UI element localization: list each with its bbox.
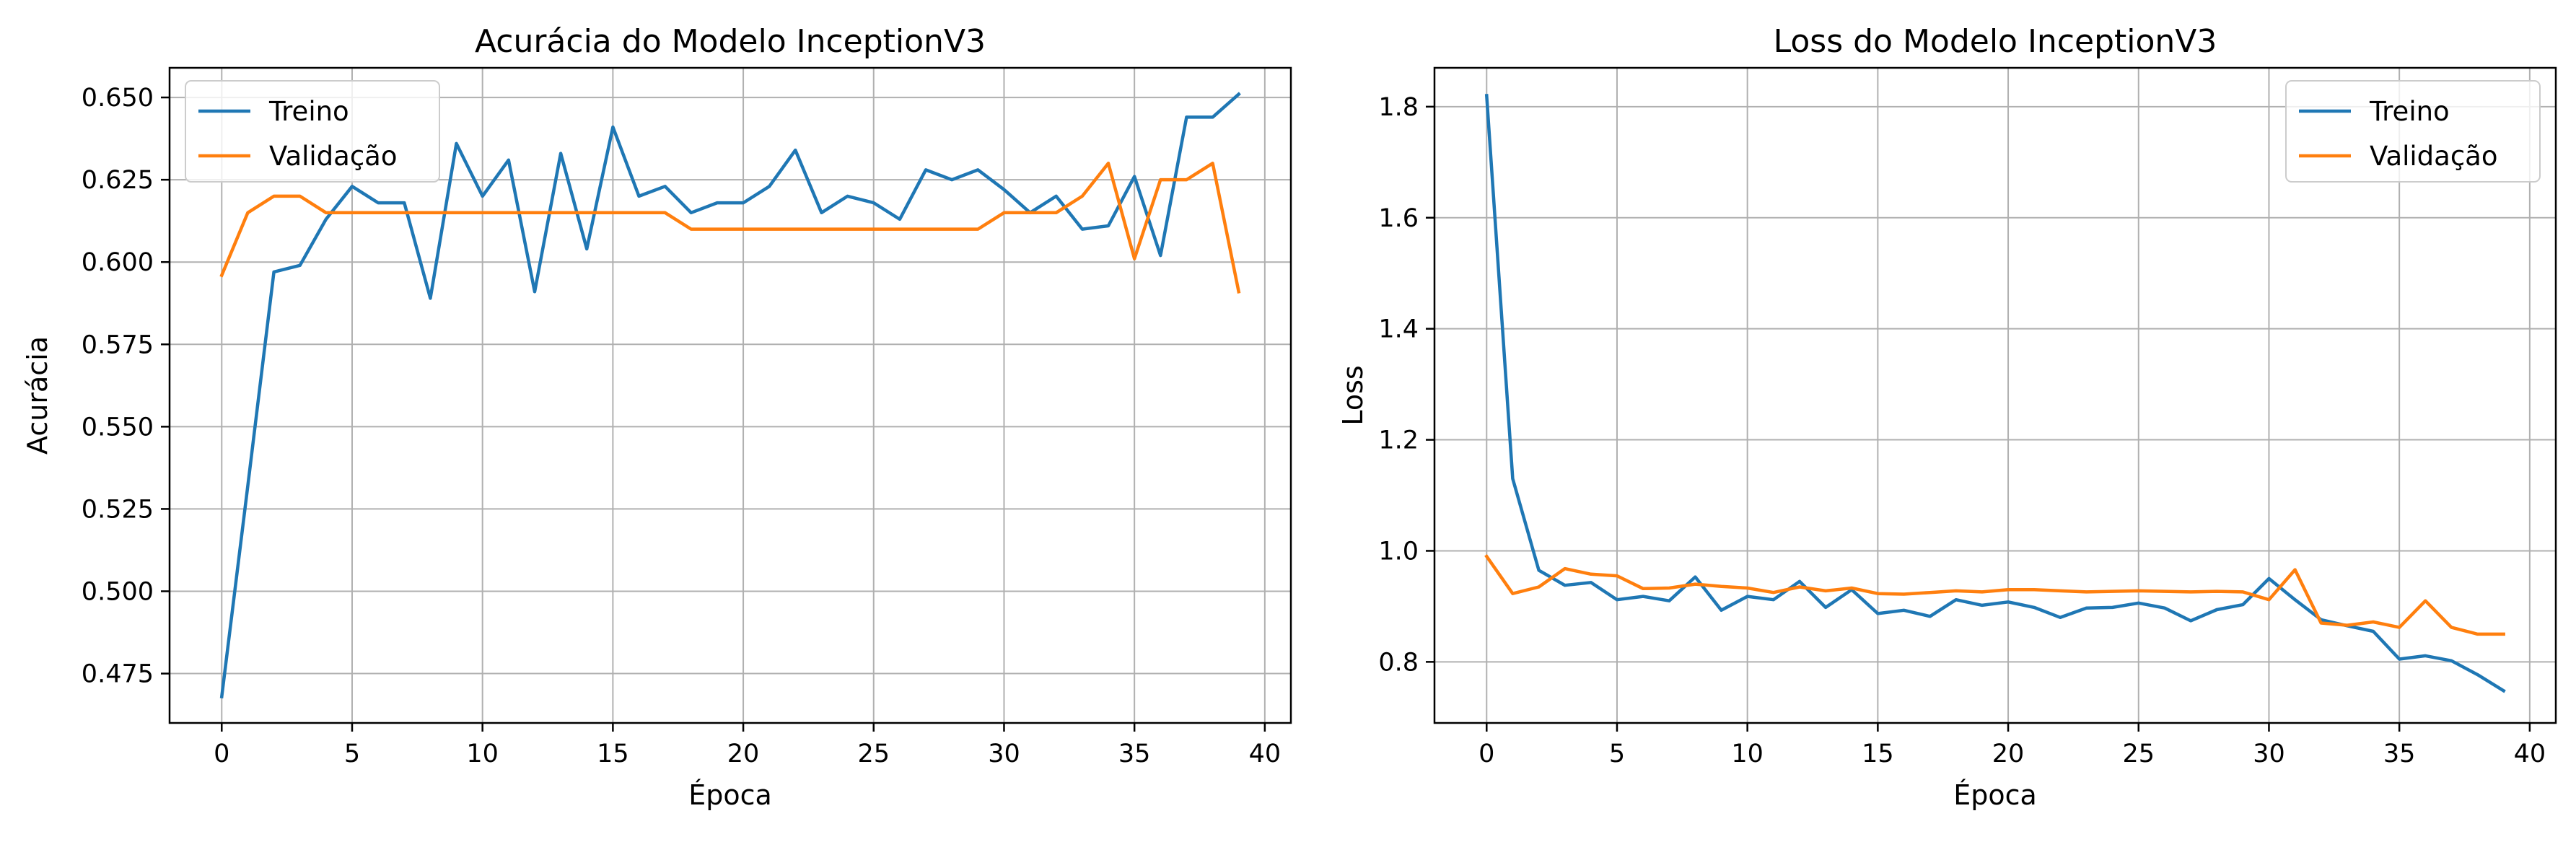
accuracy-legend-label-treino: Treino bbox=[268, 96, 349, 127]
accuracy-y-axis-label: Acurácia bbox=[22, 336, 53, 455]
accuracy-x-tick-label: 10 bbox=[466, 740, 499, 768]
accuracy-x-tick-label: 15 bbox=[597, 740, 629, 768]
loss-x-tick-label: 25 bbox=[2122, 740, 2155, 768]
loss-series-line-validacao bbox=[1484, 554, 2505, 636]
loss-legend: Treino Validação bbox=[2285, 80, 2541, 183]
loss-x-tick-label: 15 bbox=[1862, 740, 1894, 768]
accuracy-x-tick-label: 35 bbox=[1118, 740, 1151, 768]
accuracy-x-tick-label: 5 bbox=[344, 740, 360, 768]
accuracy-y-tick-label: 0.600 bbox=[82, 248, 154, 277]
loss-x-axis-label: Época bbox=[1953, 779, 2037, 811]
accuracy-x-tick-label: 30 bbox=[988, 740, 1020, 768]
accuracy-chart: Acurácia do Modelo InceptionV3 Época Acu… bbox=[22, 23, 1292, 811]
loss-y-tick-label: 1.2 bbox=[1378, 426, 1419, 455]
accuracy-y-tick-label: 0.575 bbox=[82, 330, 154, 359]
accuracy-y-tick-label: 0.650 bbox=[82, 84, 154, 113]
loss-x-tick-label: 0 bbox=[1478, 740, 1494, 768]
accuracy-x-axis-label: Época bbox=[688, 779, 772, 811]
loss-y-tick-label: 1.0 bbox=[1378, 537, 1419, 566]
loss-chart: Loss do Modelo InceptionV3 Época Loss 0 5… bbox=[1337, 23, 2557, 811]
accuracy-axes-frame bbox=[168, 66, 1292, 724]
accuracy-chart-title: Acurácia do Modelo InceptionV3 bbox=[475, 23, 986, 60]
loss-legend-label-validacao: Validação bbox=[2370, 141, 2497, 172]
accuracy-x-tick-label: 20 bbox=[727, 740, 760, 768]
loss-x-tick-label: 35 bbox=[2383, 740, 2416, 768]
accuracy-legend: Treino Validação bbox=[185, 80, 440, 183]
accuracy-y-tick-label: 0.625 bbox=[82, 166, 154, 195]
loss-y-tick-label: 1.8 bbox=[1378, 93, 1419, 122]
loss-x-tick-label: 10 bbox=[1731, 740, 1764, 768]
loss-x-tick-label: 40 bbox=[2514, 740, 2546, 768]
loss-y-axis-label: Loss bbox=[1337, 365, 1369, 425]
accuracy-x-tick-label: 40 bbox=[1249, 740, 1282, 768]
loss-y-tick-label: 1.4 bbox=[1378, 315, 1419, 344]
accuracy-y-tick-label: 0.500 bbox=[82, 577, 154, 606]
loss-axes-frame bbox=[1433, 66, 2557, 724]
accuracy-series-line-validacao bbox=[219, 162, 1241, 294]
loss-x-tick-label: 5 bbox=[1609, 740, 1625, 768]
accuracy-y-tick-label: 0.525 bbox=[82, 495, 154, 524]
accuracy-y-tick-label: 0.475 bbox=[82, 660, 154, 689]
loss-legend-label-treino: Treino bbox=[2369, 96, 2450, 127]
accuracy-x-tick-label: 25 bbox=[857, 740, 890, 768]
loss-y-tick-label: 1.6 bbox=[1378, 204, 1419, 233]
loss-chart-title: Loss do Modelo InceptionV3 bbox=[1774, 23, 2217, 60]
accuracy-plot-area: 0 5 10 15 20 25 30 35 40 0.475 0.500 0.525 0.550 0.57… bbox=[82, 66, 1292, 768]
accuracy-series-line-treino bbox=[219, 92, 1241, 699]
accuracy-x-tick-label: 0 bbox=[214, 740, 229, 768]
accuracy-y-tick-label: 0.550 bbox=[82, 413, 154, 442]
loss-x-tick-label: 30 bbox=[2253, 740, 2285, 768]
loss-y-tick-label: 0.8 bbox=[1378, 648, 1419, 677]
loss-x-tick-label: 20 bbox=[1992, 740, 2025, 768]
accuracy-legend-label-validacao: Validação bbox=[269, 141, 397, 172]
